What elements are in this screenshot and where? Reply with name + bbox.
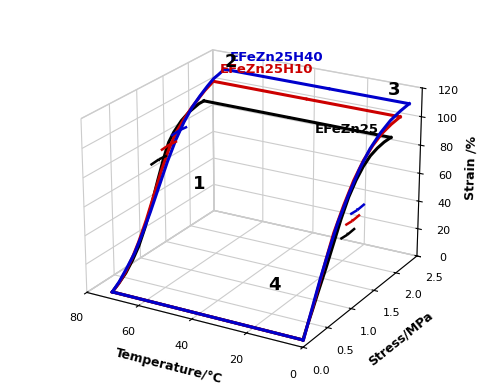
Y-axis label: Stress/MPa: Stress/MPa [366,308,436,368]
X-axis label: Temperature/°C: Temperature/°C [114,346,224,386]
